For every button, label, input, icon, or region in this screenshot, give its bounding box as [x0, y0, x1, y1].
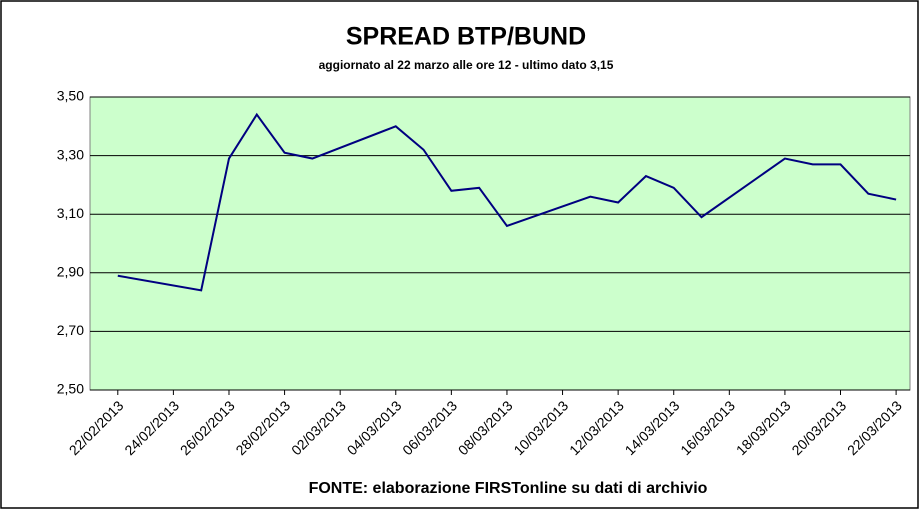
y-tick-label: 2,70: [57, 322, 84, 338]
source-note: FONTE: elaborazione FIRSTonline su dati …: [309, 480, 708, 497]
y-tick-label: 3,50: [57, 88, 84, 104]
plot-area: [89, 96, 911, 391]
chart-title: SPREAD BTP/BUND: [346, 23, 586, 51]
y-tick-label: 2,90: [57, 264, 84, 280]
y-tick-label: 2,50: [57, 381, 84, 397]
series-line: [117, 112, 897, 292]
chart-subtitle: aggiornato al 22 marzo alle ore 12 - ult…: [319, 58, 614, 72]
y-tick-label: 3,10: [57, 205, 84, 221]
y-tick-label: 3,30: [57, 146, 84, 162]
